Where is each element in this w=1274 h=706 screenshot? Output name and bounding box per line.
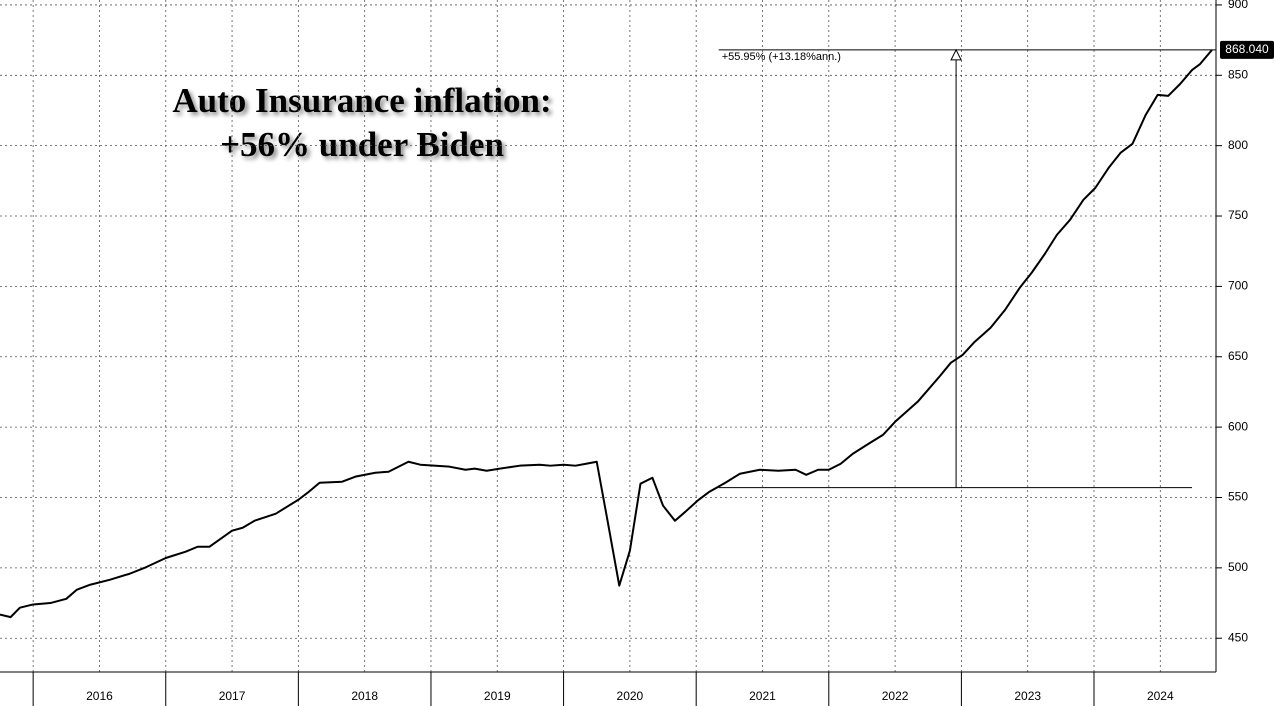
y-tick-label: 550 [1228, 490, 1248, 504]
arrow-head [950, 48, 962, 61]
y-tick-label: 750 [1228, 208, 1248, 222]
x-tick-label: 2020 [617, 689, 644, 703]
y-tick-label: 900 [1228, 0, 1248, 11]
line [0, 49, 1213, 619]
x-tick-label: 2019 [484, 689, 511, 703]
last-value-label: 868.040 [1225, 42, 1269, 56]
y-tick-label: 450 [1228, 630, 1248, 644]
annotation-text: +55.95% (+13.18%ann.) [722, 51, 841, 63]
y-tick-label: 600 [1228, 419, 1248, 433]
y-tick-label: 700 [1228, 279, 1248, 293]
y-tick-label: 850 [1228, 67, 1248, 81]
x-tick-label: 2018 [351, 689, 378, 703]
y-tick-label: 500 [1228, 560, 1248, 574]
x-tick-label: 2023 [1014, 689, 1041, 703]
x-tick-label: 2017 [219, 689, 246, 703]
chart-title: Auto Insurance inflation: [172, 81, 551, 120]
y-tick-label: 800 [1228, 138, 1248, 152]
x-tick-label: 2016 [86, 689, 113, 703]
x-tick-label: 2021 [749, 689, 776, 703]
x-tick-label: 2022 [882, 689, 909, 703]
y-tick-label: 650 [1228, 349, 1248, 363]
chart-title: +56% under Biden [220, 125, 504, 164]
x-tick-label: 2024 [1147, 689, 1174, 703]
last-value-box [1220, 40, 1274, 59]
